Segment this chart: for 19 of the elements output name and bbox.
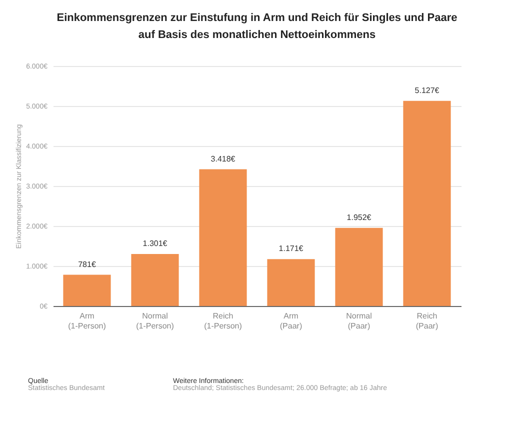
bar [267,259,315,306]
bar [131,254,179,306]
data-label: 781€ [78,260,96,269]
x-tick-label: Reich (Paar) [416,312,438,330]
x-tick-label: Normal (Paar) [346,312,372,330]
data-label: 1.171€ [278,244,304,254]
bar [335,228,383,306]
data-label: 1.952€ [346,212,372,222]
x-tick-label: Arm (Paar) [280,312,302,330]
x-tick-label: Arm (1-Person) [68,312,106,330]
chart-title: Einkommensgrenzen zur Einstufung in Arm und Reich für Singles und Paare auf Basis des monatlichen Nettoeinkommens [56,12,458,41]
x-tick-label: Reich (1-Person) [204,312,242,330]
data-label: 3.418€ [210,154,236,164]
data-label: 5.127€ [414,86,440,95]
x-tick-label: Normal (1-Person) [136,312,174,330]
bar [63,274,111,306]
bar [199,169,247,306]
data-label: 1.301€ [142,238,168,248]
bar [403,100,451,306]
